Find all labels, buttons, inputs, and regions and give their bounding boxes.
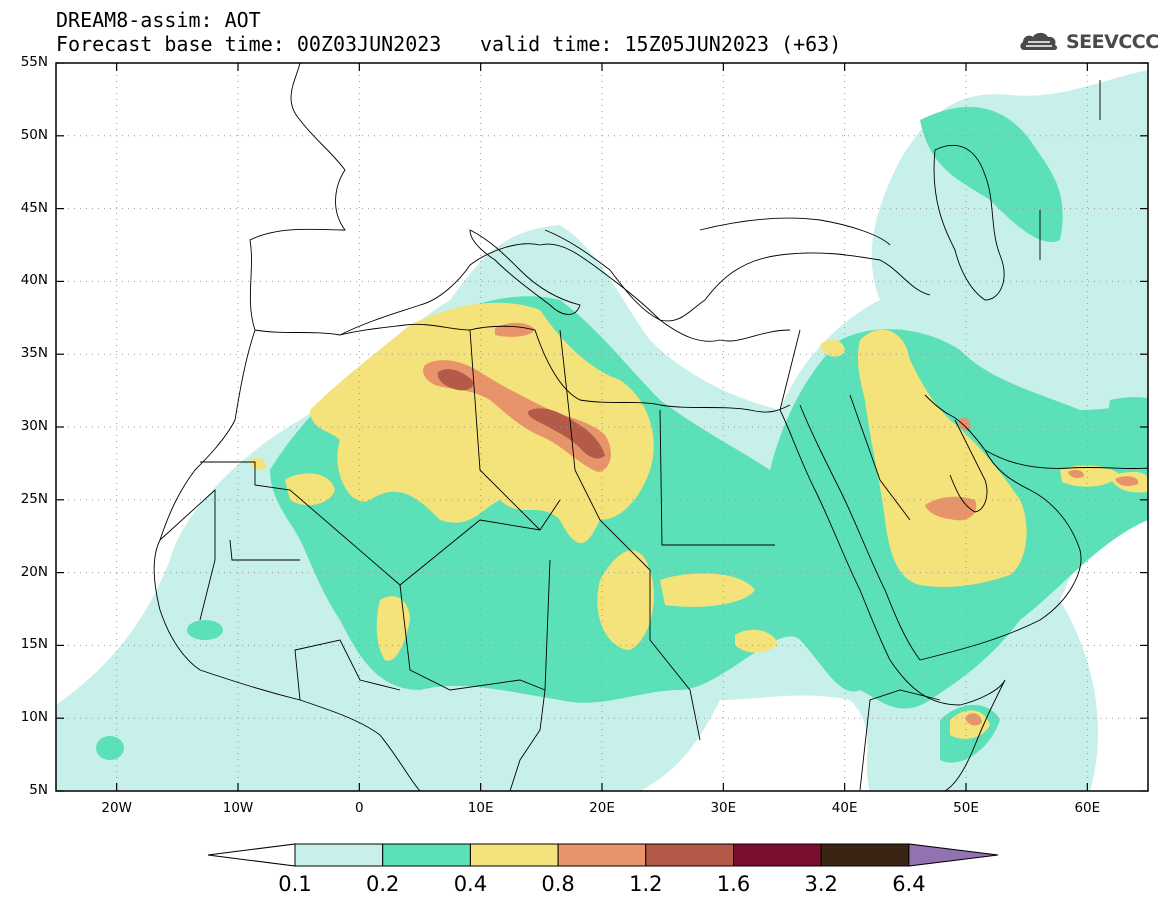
colorbar-swatch xyxy=(294,843,384,867)
lon-label: 10W xyxy=(222,800,254,816)
lat-label: 30N xyxy=(20,418,48,434)
lon-label: 20W xyxy=(101,800,132,816)
lon-label: 40E xyxy=(831,800,858,816)
lon-label: 0 xyxy=(355,800,364,816)
logo-text: SEEVCCC xyxy=(1066,31,1159,53)
colorbar-swatch xyxy=(645,843,734,867)
colorbar-swatch xyxy=(382,843,471,867)
valid-time: valid time: 15Z05JUN2023 (+63) xyxy=(480,32,842,56)
map-title: DREAM8-assim: AOT xyxy=(56,8,261,32)
lat-label: 5N xyxy=(29,782,48,798)
colorbar-swatch xyxy=(469,843,559,867)
colorbar-arrow-high xyxy=(908,843,999,867)
colorbar-label: 6.4 xyxy=(892,872,926,896)
colorbar xyxy=(207,843,999,867)
coastlines xyxy=(153,63,1148,791)
colorbar-swatch xyxy=(820,843,910,867)
lat-label: 50N xyxy=(20,126,48,143)
lat-label: 25N xyxy=(20,490,48,507)
colorbar-label: 0.1 xyxy=(278,872,312,896)
lat-label: 55N xyxy=(20,54,48,70)
forecast-base-time: Forecast base time: 00Z03JUN2023 xyxy=(56,32,442,56)
aot-field xyxy=(56,70,1148,791)
colorbar-swatch xyxy=(557,843,647,867)
lat-label: 35N xyxy=(20,345,48,362)
lat-label: 10N xyxy=(20,709,48,726)
lat-label: 45N xyxy=(20,199,48,216)
lon-label: 10E xyxy=(467,800,494,816)
cloud-icon xyxy=(1020,32,1058,50)
colorbar-label: 0.4 xyxy=(453,872,488,896)
colorbar-label: 0.8 xyxy=(541,872,575,896)
lon-label: 60E xyxy=(1074,800,1101,816)
lon-label: 50E xyxy=(953,800,979,816)
colorbar-label: 0.2 xyxy=(365,872,400,896)
axis-ticks xyxy=(56,62,1148,792)
lat-label: 20N xyxy=(20,563,48,580)
colorbar-label: 1.6 xyxy=(716,872,751,896)
lat-label: 15N xyxy=(20,636,48,653)
colorbar-label: 3.2 xyxy=(804,872,838,896)
colorbar-swatch xyxy=(733,843,822,867)
lat-label: 40N xyxy=(20,272,48,289)
colorbar-arrow-low xyxy=(207,843,296,867)
colorbar-label: 1.2 xyxy=(629,872,663,896)
lon-label: 20E xyxy=(589,800,615,816)
lon-label: 30E xyxy=(710,800,737,816)
